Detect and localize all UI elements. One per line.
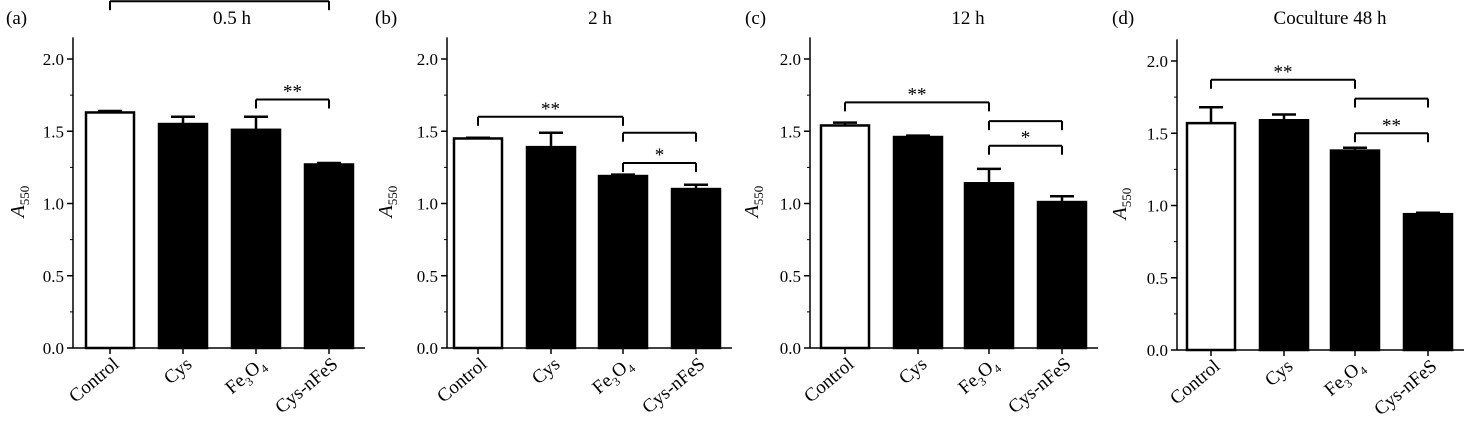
sig-label: ** — [908, 84, 927, 105]
y-tick-label: 0.5 — [1147, 269, 1168, 288]
y-tick-label: 2.0 — [1147, 52, 1168, 71]
bar-2 — [597, 174, 649, 350]
x-tick-label: Fe3O4 — [1320, 356, 1370, 403]
sig-label: ** — [541, 99, 560, 120]
y-axis-label: A550 — [1109, 188, 1134, 222]
sig-label: * — [655, 145, 665, 166]
y-tick-label: 0.5 — [417, 267, 438, 286]
panel-title: 12 h — [951, 8, 985, 29]
panel-label: (a) — [6, 8, 27, 29]
y-tick-label: 2.0 — [43, 50, 64, 69]
y-tick-label: 0.0 — [1147, 341, 1168, 360]
x-tick-label: Control — [1166, 356, 1224, 409]
bar-1 — [892, 135, 944, 350]
chart-panel-1: (b) 2 h 0.0 0.5 1.0 1.5 2.0 A550 Control Cys Fe3O4… — [375, 8, 732, 418]
y-tick-label: 1.0 — [1147, 197, 1168, 216]
x-tick-label: Fe3O4 — [954, 354, 1004, 401]
bar-1 — [157, 122, 209, 350]
y-axis-label-main: A — [741, 205, 763, 220]
bar-3 — [1402, 212, 1454, 352]
sig-label: * — [1021, 128, 1031, 149]
y-axis-label-sub: 550 — [1119, 188, 1134, 208]
bar-0 — [84, 111, 136, 350]
x-tick-label: Cys — [895, 354, 931, 389]
panel-title: 0.5 h — [213, 8, 252, 29]
y-tick-label: 2.0 — [417, 50, 438, 69]
y-axis-label-sub: 550 — [751, 186, 766, 206]
y-tick-label: 1.0 — [417, 195, 438, 214]
panel-title: 2 h — [588, 8, 612, 29]
chart-panel-0: (a) 0.5 h 0.0 0.5 1.0 1.5 2.0 A550 Control Cys Fe3… — [6, 0, 365, 418]
y-tick-label: 0.0 — [780, 339, 801, 358]
x-tick-label: Control — [65, 354, 123, 407]
y-tick-label: 0.0 — [43, 339, 64, 358]
y-axis-label-sub: 550 — [385, 186, 400, 206]
bar-1 — [1258, 118, 1310, 352]
y-tick-label: 0.5 — [43, 267, 64, 286]
panel-label: (b) — [375, 8, 397, 29]
sig-label: ** — [1274, 62, 1293, 83]
y-tick-label: 1.5 — [43, 122, 64, 141]
y-axis-label: A550 — [375, 186, 400, 220]
sig-label: ** — [1382, 115, 1401, 136]
bar-2 — [1329, 149, 1381, 352]
panel-title: Coculture 48 h — [1274, 8, 1387, 29]
panel-label: (d) — [1112, 8, 1134, 29]
bar-3 — [670, 187, 722, 350]
bar-3 — [303, 163, 355, 350]
y-tick-label: 1.5 — [417, 122, 438, 141]
chart-panel-2: (c) 12 h 0.0 0.5 1.0 1.5 2.0 A550 Control Cys Fe3O… — [741, 8, 1098, 418]
bar-3 — [1036, 200, 1088, 350]
y-axis-label-sub: 550 — [17, 186, 32, 206]
x-tick-label: Cys-nFeS — [638, 354, 709, 418]
x-tick-label: Control — [433, 354, 491, 407]
sig-label: ** — [283, 81, 302, 102]
y-tick-label: 1.5 — [780, 122, 801, 141]
bar-0 — [452, 137, 504, 350]
bar-0 — [819, 124, 871, 350]
bar-2 — [963, 182, 1015, 350]
y-axis-label: A550 — [741, 186, 766, 220]
y-axis-label: A550 — [7, 186, 32, 220]
panel-label: (c) — [745, 8, 766, 29]
y-tick-label: 2.0 — [780, 50, 801, 69]
chart-panel-3: (d) Coculture 48 h 0.0 0.5 1.0 1.5 2.0 A550 Cont… — [1109, 8, 1464, 420]
x-tick-label: Fe3O4 — [221, 354, 271, 401]
sig-label: ** — [210, 0, 229, 4]
y-tick-label: 1.0 — [780, 195, 801, 214]
x-tick-label: Cys-nFeS — [271, 354, 342, 418]
y-tick-label: 1.5 — [1147, 124, 1168, 143]
bar-0 — [1185, 121, 1237, 352]
y-axis-label-main: A — [1109, 207, 1131, 222]
bar-2 — [230, 128, 282, 350]
y-axis-label-main: A — [375, 205, 397, 220]
x-tick-label: Fe3O4 — [588, 354, 638, 401]
y-tick-label: 0.0 — [417, 339, 438, 358]
bar-1 — [525, 145, 577, 350]
y-tick-label: 0.5 — [780, 267, 801, 286]
x-tick-label: Cys — [160, 354, 196, 389]
x-tick-label: Cys — [1261, 356, 1297, 391]
x-tick-label: Cys — [528, 354, 564, 389]
x-tick-label: Cys-nFeS — [1370, 356, 1441, 420]
y-axis-label-main: A — [7, 205, 29, 220]
x-tick-label: Control — [800, 354, 858, 407]
y-tick-label: 1.0 — [43, 195, 64, 214]
x-tick-label: Cys-nFeS — [1004, 354, 1075, 418]
